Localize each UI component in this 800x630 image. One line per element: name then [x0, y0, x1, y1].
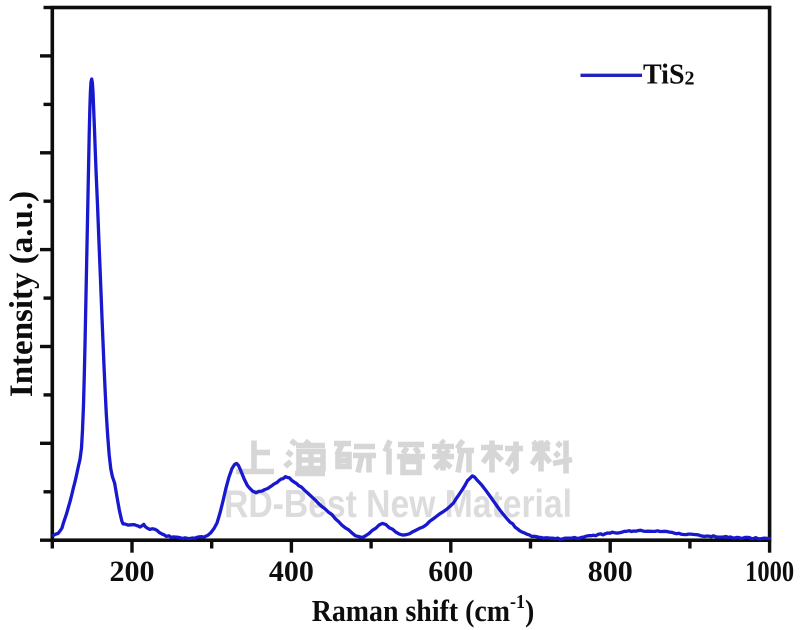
svg-text:Intensity (a.u.): Intensity (a.u.)	[4, 191, 40, 397]
svg-text:1000: 1000	[745, 555, 794, 588]
svg-text:800: 800	[588, 555, 633, 588]
svg-text:RD-Best New Material: RD-Best New Material	[224, 483, 572, 526]
svg-text:200: 200	[110, 555, 155, 588]
svg-text:400: 400	[269, 555, 314, 588]
svg-text:600: 600	[428, 555, 473, 588]
svg-text:Raman shift (cm-1): Raman shift (cm-1)	[312, 591, 535, 628]
